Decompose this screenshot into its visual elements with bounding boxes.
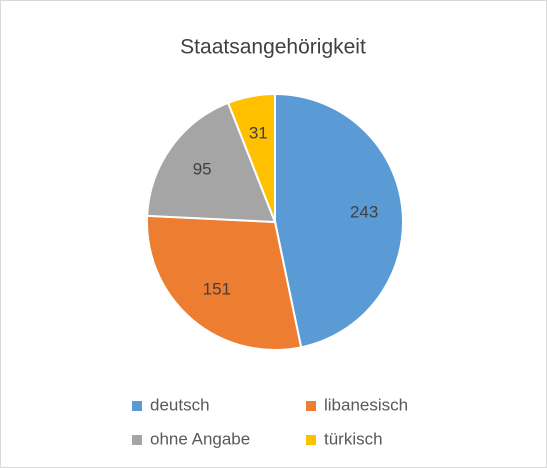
legend-marker [306, 401, 316, 411]
legend-label: ohne Angabe [150, 429, 250, 448]
legend-label: türkisch [324, 429, 383, 448]
data-label: 151 [203, 280, 231, 299]
legend-marker [306, 435, 316, 445]
data-label: 243 [350, 202, 378, 221]
data-label: 95 [193, 159, 212, 178]
legend-label: libanesisch [324, 395, 408, 414]
pie-slice [146, 214, 303, 351]
pie-slice [226, 92, 276, 223]
pie-slice [274, 92, 404, 349]
pie-slice [146, 101, 277, 224]
legend-marker [132, 435, 142, 445]
chart-title: Staatsangehörigkeit [180, 36, 366, 59]
legend-marker [132, 401, 142, 411]
legend-label: deutsch [150, 395, 210, 414]
data-label: 31 [249, 123, 268, 142]
